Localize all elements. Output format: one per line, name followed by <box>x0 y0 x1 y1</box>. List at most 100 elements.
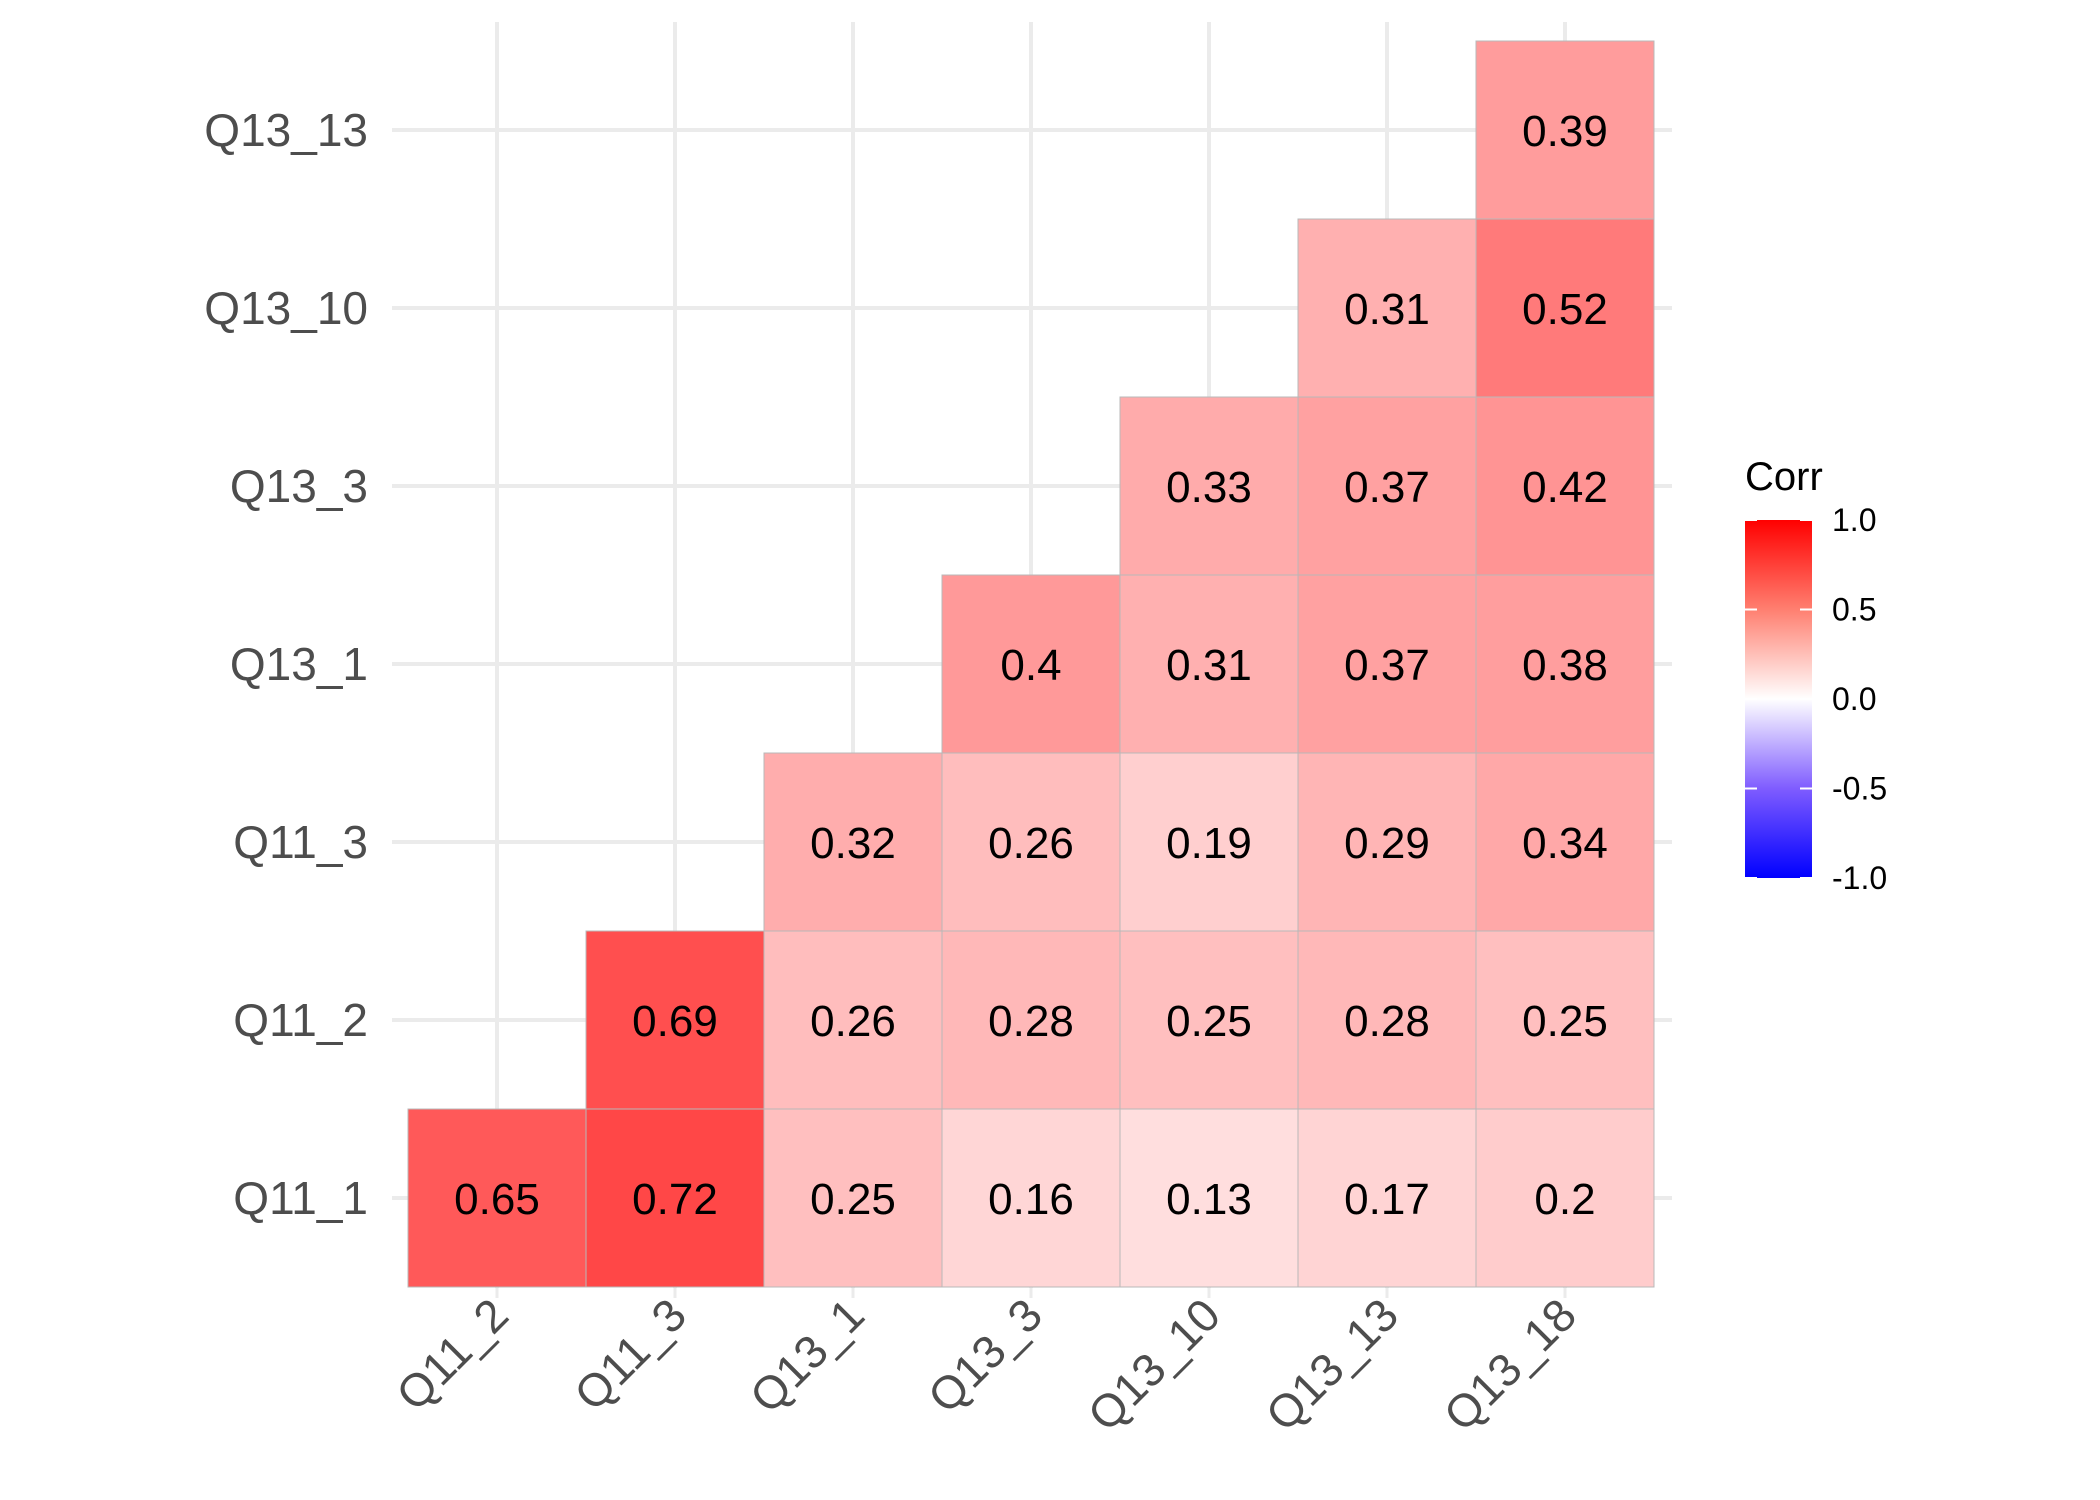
cell-fill <box>763 1108 943 1288</box>
heatmap-cell: 0.2 <box>1475 1108 1655 1288</box>
cell-value-label: 0.25 <box>810 1175 896 1224</box>
heatmap-cell: 0.69 <box>585 930 765 1110</box>
x-tick-label: Q13_13 <box>1256 1288 1409 1441</box>
heatmap-cell: 0.4 <box>941 574 1121 754</box>
heatmap-cell: 0.38 <box>1475 574 1655 754</box>
cell-value-label: 0.19 <box>1166 819 1252 868</box>
cell-fill <box>763 930 943 1110</box>
cell-fill <box>407 1108 587 1288</box>
heatmap-cell: 0.72 <box>585 1108 765 1288</box>
cell-value-label: 0.32 <box>810 819 896 868</box>
heatmap-cell: 0.19 <box>1119 752 1299 932</box>
cell-value-label: 0.39 <box>1522 107 1608 156</box>
x-tick-label: Q11_2 <box>386 1288 518 1420</box>
cell-value-label: 0.31 <box>1166 641 1252 690</box>
heatmap-cell: 0.25 <box>1119 930 1299 1110</box>
cell-fill <box>1119 930 1299 1110</box>
cell-value-label: 0.65 <box>454 1175 540 1224</box>
heatmap-cell: 0.16 <box>941 1108 1121 1288</box>
cell-value-label: 0.25 <box>1166 997 1252 1046</box>
heatmap-cell: 0.31 <box>1119 574 1299 754</box>
heatmap-cell: 0.26 <box>763 930 943 1110</box>
cell-value-label: 0.26 <box>810 997 896 1046</box>
cell-fill <box>1475 1108 1655 1288</box>
cell-fill <box>585 1108 765 1288</box>
cell-layer: 0.65 0.72 0.25 0.16 0.13 0.17 0.2 0.69 0.26 0.28 0… <box>407 40 1655 1288</box>
legend-tick-label: 0.5 <box>1832 592 1876 628</box>
heatmap-cell: 0.32 <box>763 752 943 932</box>
cell-fill <box>1119 574 1299 754</box>
legend: Corr 1.0 0.5 0.0 -0.5 -1.0 <box>1745 455 1887 896</box>
heatmap-cell: 0.52 <box>1475 218 1655 398</box>
y-tick-label: Q13_1 <box>230 638 368 690</box>
cell-value-label: 0.37 <box>1344 463 1430 512</box>
cell-fill <box>763 752 943 932</box>
heatmap-cell: 0.25 <box>763 1108 943 1288</box>
x-tick-label: Q13_3 <box>918 1288 1052 1422</box>
cell-fill <box>1297 752 1477 932</box>
cell-fill <box>1475 40 1655 220</box>
cell-value-label: 0.29 <box>1344 819 1430 868</box>
cell-value-label: 0.16 <box>988 1175 1074 1224</box>
legend-tick-label: 1.0 <box>1832 502 1876 538</box>
legend-tick-label: 0.0 <box>1832 681 1876 717</box>
cell-value-label: 0.52 <box>1522 285 1608 334</box>
x-tick-label: Q13_10 <box>1078 1288 1231 1441</box>
heatmap-cell: 0.31 <box>1297 218 1477 398</box>
cell-fill <box>1475 752 1655 932</box>
cell-fill <box>1297 930 1477 1110</box>
heatmap-cell: 0.33 <box>1119 396 1299 576</box>
cell-fill <box>1475 574 1655 754</box>
cell-fill <box>941 1108 1121 1288</box>
heatmap-cell: 0.17 <box>1297 1108 1477 1288</box>
heatmap-cell: 0.65 <box>407 1108 587 1288</box>
legend-title: Corr <box>1745 455 1823 499</box>
x-tick-label: Q13_18 <box>1434 1288 1587 1441</box>
cell-value-label: 0.26 <box>988 819 1074 868</box>
x-tick-label: Q11_3 <box>564 1288 696 1420</box>
legend-tick-label: -1.0 <box>1832 860 1887 896</box>
x-tick-label: Q13_1 <box>740 1288 874 1422</box>
cell-value-label: 0.25 <box>1522 997 1608 1046</box>
cell-value-label: 0.17 <box>1344 1175 1430 1224</box>
cell-value-label: 0.34 <box>1522 819 1608 868</box>
heatmap-cell: 0.37 <box>1297 396 1477 576</box>
cell-fill <box>941 752 1121 932</box>
cell-value-label: 0.28 <box>1344 997 1430 1046</box>
y-tick-label: Q13_3 <box>230 460 368 512</box>
cell-value-label: 0.4 <box>1000 641 1061 690</box>
heatmap-cell: 0.28 <box>941 930 1121 1110</box>
y-tick-label: Q13_13 <box>204 104 368 156</box>
y-tick-label: Q11_2 <box>233 994 368 1046</box>
cell-value-label: 0.31 <box>1344 285 1430 334</box>
heatmap-cell: 0.37 <box>1297 574 1477 754</box>
cell-value-label: 0.42 <box>1522 463 1608 512</box>
cell-fill <box>585 930 765 1110</box>
cell-fill <box>1475 396 1655 576</box>
y-tick-label: Q11_3 <box>233 816 368 868</box>
cell-fill <box>1119 396 1299 576</box>
cell-value-label: 0.28 <box>988 997 1074 1046</box>
heatmap-cell: 0.39 <box>1475 40 1655 220</box>
heatmap-cell: 0.26 <box>941 752 1121 932</box>
cell-fill <box>1119 752 1299 932</box>
heatmap-cell: 0.34 <box>1475 752 1655 932</box>
heatmap-cell: 0.29 <box>1297 752 1477 932</box>
cell-value-label: 0.69 <box>632 997 718 1046</box>
cell-value-label: 0.72 <box>632 1175 718 1224</box>
heatmap-cell: 0.25 <box>1475 930 1655 1110</box>
cell-fill <box>1475 218 1655 398</box>
y-tick-label: Q13_10 <box>204 282 368 334</box>
cell-value-label: 0.37 <box>1344 641 1430 690</box>
cell-value-label: 0.33 <box>1166 463 1252 512</box>
cell-fill <box>1297 218 1477 398</box>
cell-fill <box>1475 930 1655 1110</box>
cell-fill <box>1297 1108 1477 1288</box>
cell-value-label: 0.2 <box>1534 1175 1595 1224</box>
legend-tick-label: -0.5 <box>1832 771 1887 807</box>
heatmap-cell: 0.13 <box>1119 1108 1299 1288</box>
cell-fill <box>941 574 1121 754</box>
y-tick-label: Q11_1 <box>233 1172 368 1224</box>
